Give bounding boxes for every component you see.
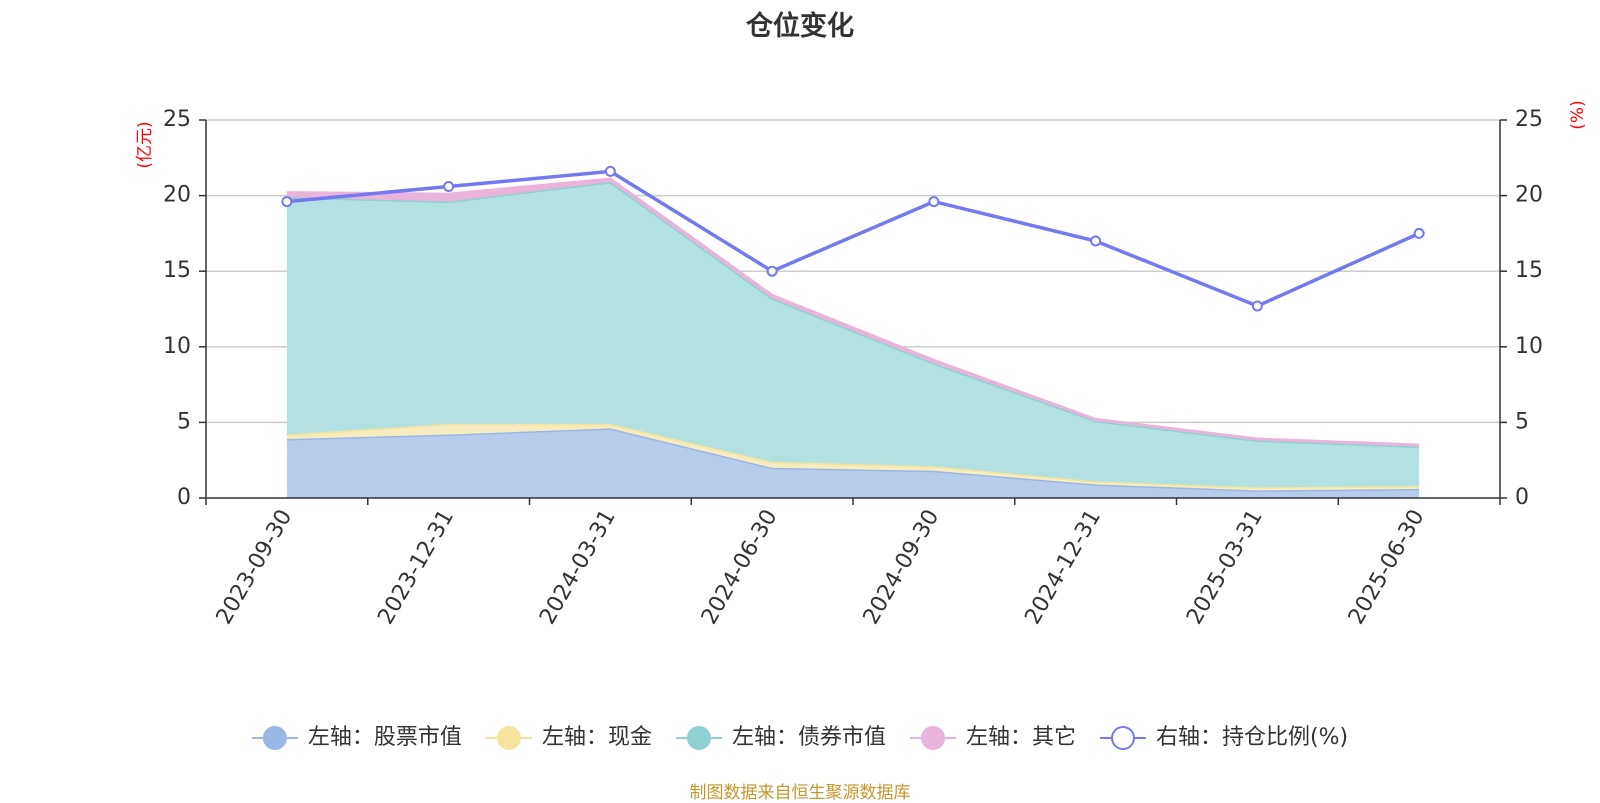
- legend-label-1: 左轴：现金: [542, 725, 652, 750]
- right-tick-label: 10: [1515, 334, 1543, 359]
- ratio-point: [928, 196, 940, 208]
- data-source-note: 制图数据来自恒生聚源数据库: [689, 783, 911, 803]
- left-tick-label: 25: [163, 107, 191, 132]
- left-tick-label: 10: [163, 334, 191, 359]
- x-tick-label: 2025-06-30: [1344, 506, 1430, 629]
- ratio-point: [604, 165, 616, 177]
- area-2: [286, 182, 1420, 488]
- right-tick-label: 5: [1515, 409, 1529, 434]
- left-tick-label: 5: [177, 409, 191, 434]
- x-tick-label: 2024-03-31: [535, 506, 621, 629]
- left-tick-label: 20: [163, 183, 191, 208]
- left-tick-label: 15: [163, 258, 191, 283]
- area-1: [286, 423, 1420, 491]
- right-tick-label: 0: [1515, 485, 1529, 510]
- x-tick-label: 2023-12-31: [373, 506, 459, 629]
- left-axis-unit: (亿元): [135, 121, 155, 168]
- legend-label-2: 左轴：债券市值: [732, 725, 886, 750]
- right-axis-unit: (%): [1568, 100, 1588, 129]
- ratio-point: [1413, 227, 1425, 239]
- legend-marker-2: [686, 726, 711, 750]
- x-tick-label: 2024-09-30: [859, 506, 945, 629]
- legend-label-0: 左轴：股票市值: [308, 725, 462, 750]
- ratio-point: [1090, 235, 1102, 247]
- ratio-point: [766, 265, 778, 277]
- legend-marker-0: [262, 726, 287, 750]
- legend-label-4: 右轴：持仓比例(%): [1156, 725, 1348, 750]
- left-tick-label: 0: [177, 485, 191, 510]
- position-chart: 0 5 10 15 20 25 0 5 10 15 20 25 (亿元) (%) 2023-09-30 202…: [135, 100, 1588, 750]
- ratio-line: [286, 169, 1420, 308]
- legend-marker-1: [496, 726, 521, 750]
- legend-marker-3: [920, 726, 945, 750]
- ratio-lines: [281, 165, 1425, 312]
- area-0: [286, 428, 1420, 498]
- right-tick-label: 25: [1515, 107, 1543, 132]
- legend-marker-4: [1110, 726, 1135, 750]
- right-tick-label: 15: [1515, 258, 1543, 283]
- right-tick-label: 20: [1515, 183, 1543, 208]
- ratio-point: [1251, 300, 1263, 312]
- legend: 左轴：股票市值 左轴：现金 左轴：债券市值 左轴：其它 右轴：持仓比例(%): [251, 725, 1348, 750]
- x-tick-label: 2025-03-31: [1182, 506, 1268, 629]
- stacked-areas: [286, 177, 1420, 498]
- x-tick-label: 2024-12-31: [1020, 506, 1106, 629]
- x-tick-label: 2023-09-30: [212, 506, 298, 629]
- ratio-point: [443, 181, 455, 193]
- x-tick-label: 2024-06-30: [697, 506, 783, 629]
- chart-title: 仓位变化: [746, 11, 854, 42]
- area-edge-3: [286, 177, 1420, 447]
- ratio-point: [281, 196, 293, 208]
- legend-label-3: 左轴：其它: [966, 725, 1076, 750]
